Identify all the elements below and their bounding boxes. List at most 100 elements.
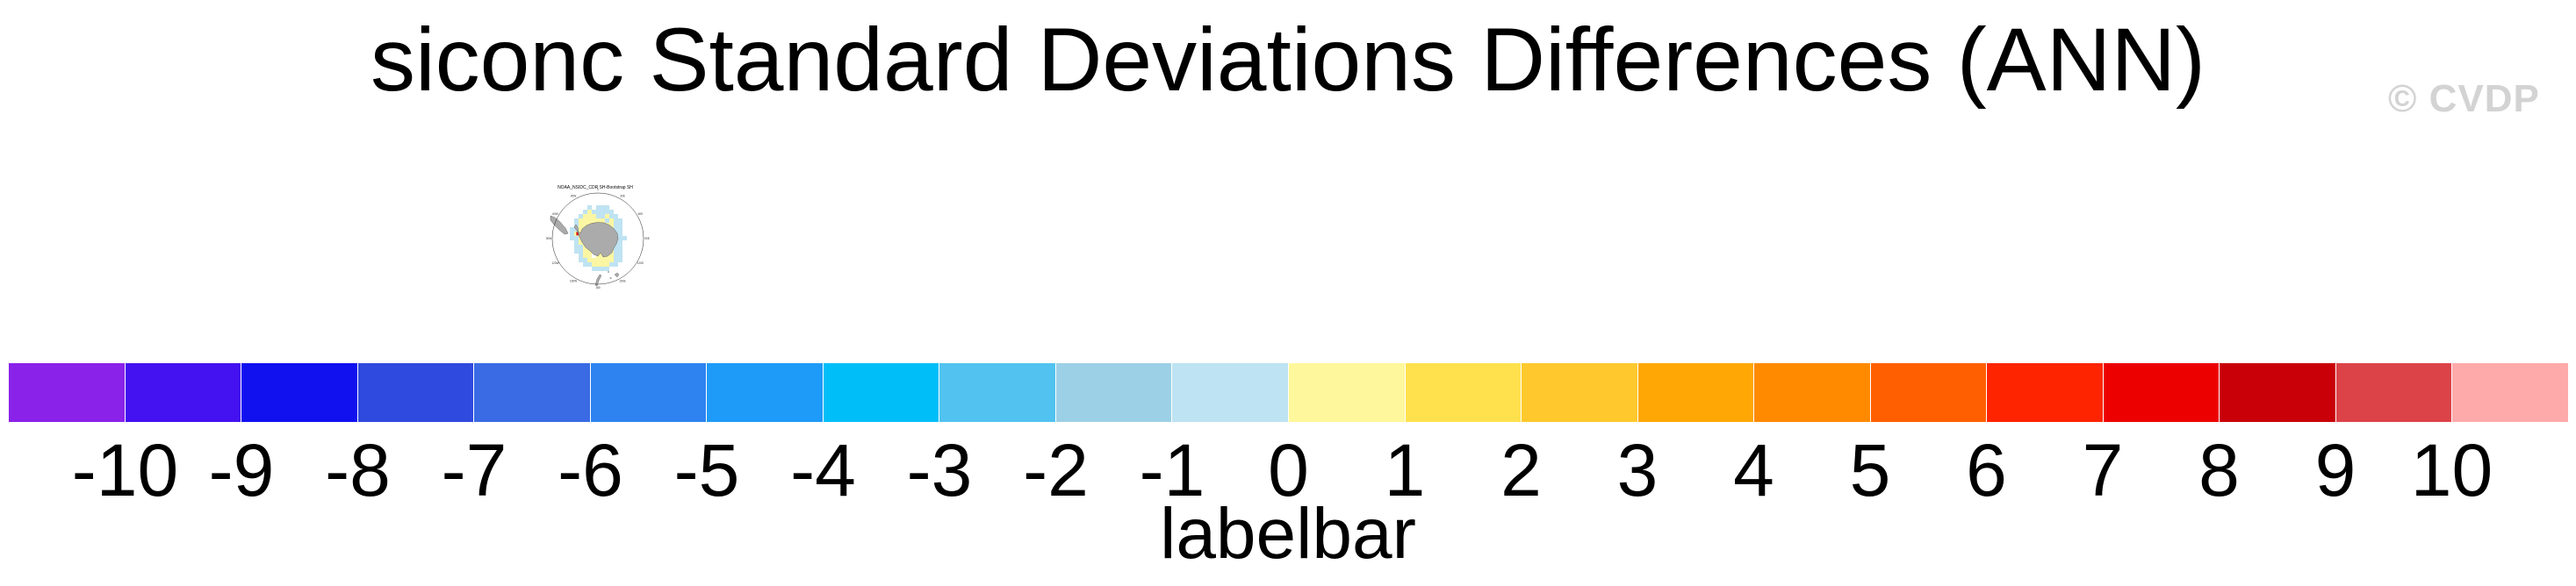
sea-ice-cell <box>614 214 618 218</box>
longitude-label: 150W <box>570 280 577 283</box>
sea-ice-cell <box>605 262 609 267</box>
sea-ice-cell <box>618 236 622 240</box>
sea-ice-cell <box>574 245 579 249</box>
colorbar-tick-label: 0 <box>1268 429 1309 511</box>
sea-ice-cell <box>583 249 587 254</box>
longitude-label: 90E <box>644 237 650 240</box>
longitude-label: 0 <box>597 188 599 191</box>
sea-ice-cell <box>614 223 618 227</box>
colorbar-segment <box>1522 363 1637 422</box>
sea-ice-cell <box>579 214 583 218</box>
colorbar-segment <box>2103 363 2220 422</box>
colorbar-tick-label: -2 <box>1023 429 1089 511</box>
sea-ice-cell <box>574 249 579 254</box>
longitude-label: 60E <box>638 212 644 216</box>
sea-ice-cell <box>579 240 583 245</box>
colorbar-tick-label: -7 <box>441 429 507 511</box>
sea-ice-cell <box>587 210 592 214</box>
sea-ice-cell <box>605 214 609 218</box>
colorbar-segment <box>1405 363 1522 422</box>
colorbar-segment <box>707 363 823 422</box>
sea-ice-cell <box>601 267 605 271</box>
sea-ice-cell <box>592 258 596 262</box>
sea-ice-cell <box>618 218 622 223</box>
colorbar-tick-label: -10 <box>71 429 179 511</box>
colorbar-segment <box>1754 363 1870 422</box>
sea-ice-cell <box>614 245 618 249</box>
sea-ice-cell <box>609 223 614 227</box>
sea-ice-cell <box>618 245 622 249</box>
sea-ice-cell <box>596 267 601 271</box>
sea-ice-cell <box>587 262 592 267</box>
sea-ice-cell <box>579 223 583 227</box>
sea-ice-cell <box>587 218 592 223</box>
sea-ice-cell <box>592 267 596 271</box>
sea-ice-cell <box>579 218 583 223</box>
sea-ice-cell <box>583 262 587 267</box>
sea-ice-cell <box>614 258 618 262</box>
colorbar-segment <box>357 363 474 422</box>
colorbar-tick-label: 2 <box>1500 429 1542 511</box>
sea-ice-cell <box>609 258 614 262</box>
longitude-label: 60W <box>552 212 558 216</box>
longitude-label: 120W <box>551 261 558 265</box>
longitude-label: 30W <box>571 195 577 198</box>
colorbar-tick-label: 9 <box>2314 429 2357 511</box>
sea-ice-cell <box>574 240 579 245</box>
colorbar-segment <box>1987 363 2103 422</box>
sea-ice-cell <box>596 258 601 262</box>
colorbar-segment <box>9 363 125 422</box>
sea-ice-cell <box>592 262 596 267</box>
longitude-label: 30E <box>620 195 625 198</box>
sea-ice-cell <box>574 218 579 223</box>
colorbar-tick-label: -1 <box>1139 429 1205 511</box>
colorbar-tick-label: -6 <box>558 429 623 511</box>
sea-ice-cell <box>618 240 622 245</box>
sea-ice-cell <box>614 254 618 258</box>
sea-ice-cell <box>614 262 618 267</box>
colorbar-tick-label: 5 <box>1849 429 1891 511</box>
sea-ice-cell <box>579 254 583 258</box>
colorbar-tick-label: 4 <box>1733 429 1774 511</box>
colorbar-tick-label: -9 <box>208 429 275 511</box>
colorbar-segment <box>1637 363 1754 422</box>
colorbar-segment <box>2220 363 2335 422</box>
island-dot <box>609 277 612 279</box>
island-landmass <box>594 274 602 287</box>
sea-ice-cell <box>574 236 579 240</box>
sea-ice-cell <box>601 214 605 218</box>
sea-ice-cell <box>618 227 622 232</box>
sea-ice-cell <box>596 262 601 267</box>
sea-ice-cell <box>614 249 618 254</box>
colorbar-segment <box>474 363 590 422</box>
colorbar-tick-label: -4 <box>790 429 856 511</box>
sea-ice-cell <box>587 249 592 254</box>
mini-map-title: NOAA_NSIDC_CDR SH-Bootstrap SH <box>558 185 633 190</box>
sea-ice-cell <box>587 254 592 258</box>
sea-ice-cell <box>596 214 601 218</box>
sea-ice-cell <box>587 205 592 210</box>
sea-ice-cell <box>605 210 609 214</box>
sea-ice-cell <box>605 267 609 271</box>
colorbar-segment <box>1172 363 1289 422</box>
sea-ice-cell <box>583 258 587 262</box>
sea-ice-cell <box>592 214 596 218</box>
sea-ice-cell <box>601 258 605 262</box>
sea-ice-cell <box>618 258 622 262</box>
colorbar-tick-label: -8 <box>325 429 391 511</box>
sea-ice-cell <box>605 258 609 262</box>
map-boundary-circle <box>551 192 644 285</box>
sea-ice-cell <box>579 227 583 232</box>
sea-ice-cell <box>605 218 609 223</box>
colorbar <box>9 363 2569 422</box>
cvdp-watermark: © CVDP <box>2388 77 2540 120</box>
longitude-label: 90W <box>546 237 552 240</box>
sea-ice-cell <box>609 214 614 218</box>
colorbar-tick-label: 3 <box>1616 429 1659 511</box>
sea-ice-cell <box>605 205 609 210</box>
colorbar-tick-label: 10 <box>2410 429 2493 511</box>
sea-ice-cell <box>583 214 587 218</box>
sea-ice-cell <box>583 254 587 258</box>
mini-map-svg: NOAA_NSIDC_CDR SH-Bootstrap SH 0 30E 60E 90… <box>546 185 650 289</box>
colorbar-segment <box>2452 363 2569 422</box>
